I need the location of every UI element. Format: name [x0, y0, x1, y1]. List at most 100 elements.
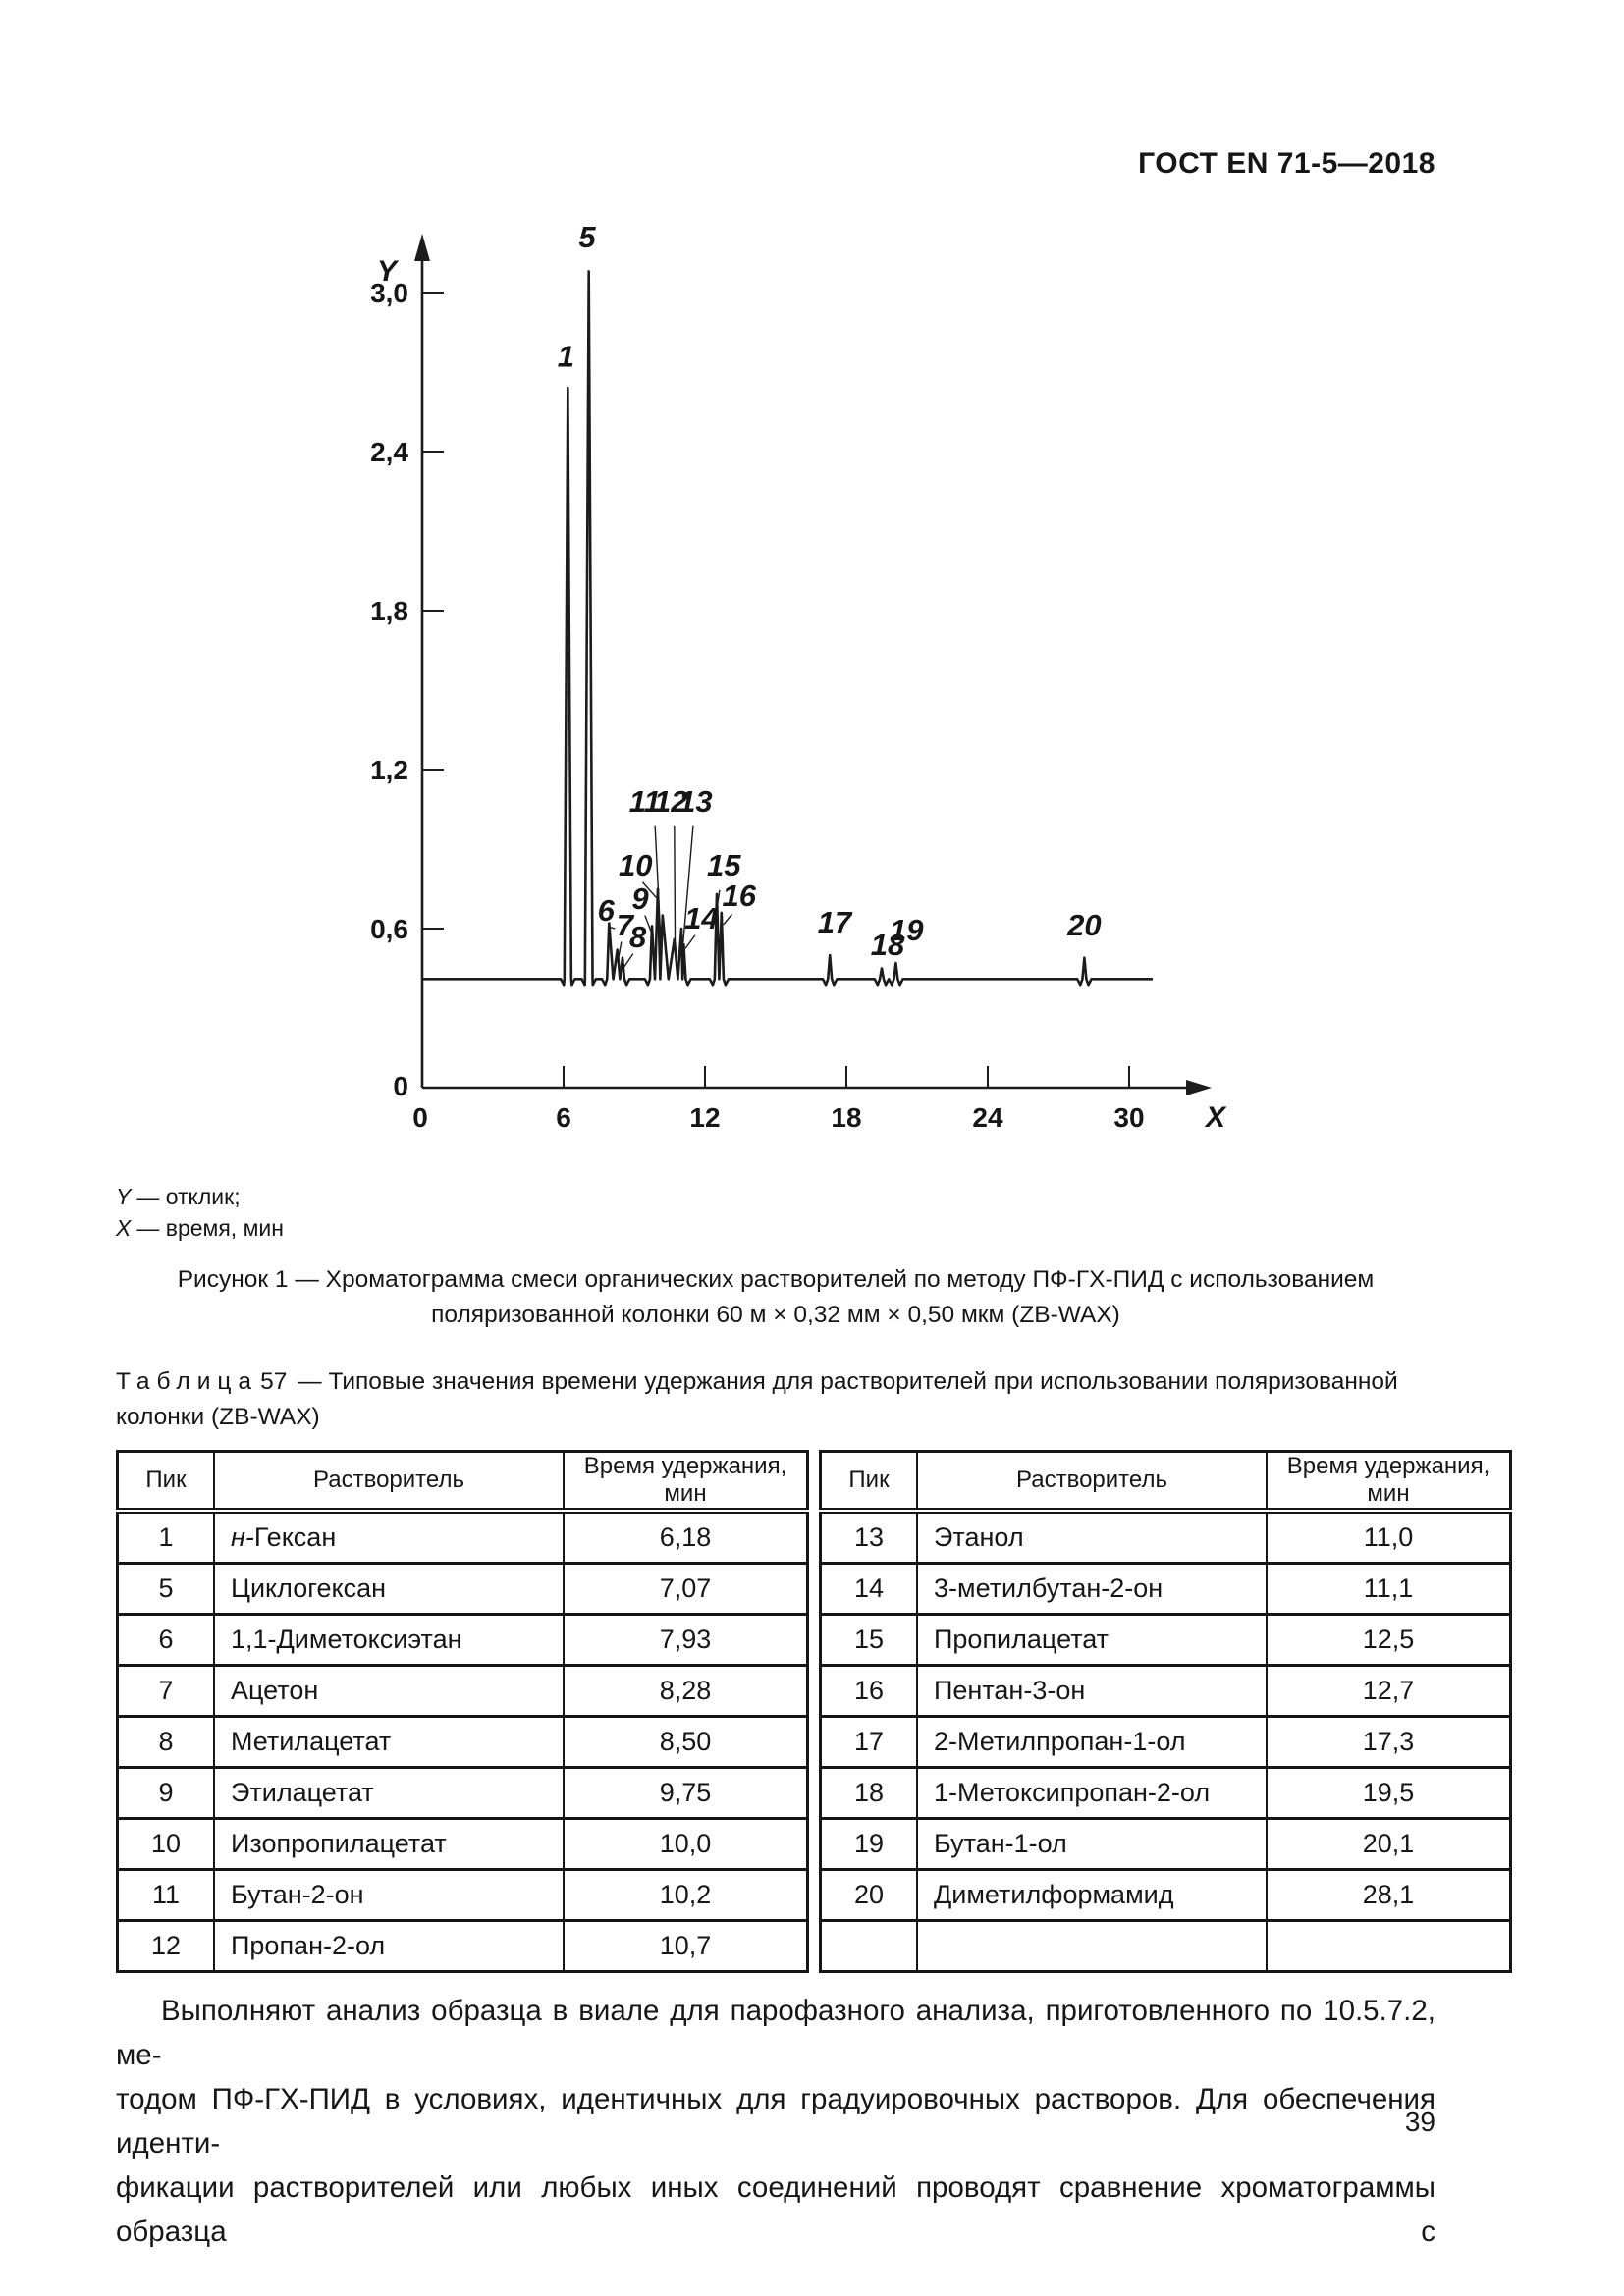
- table-cell: 20,1: [1266, 1817, 1512, 1871]
- peak-label: 14: [684, 901, 718, 935]
- table-title: Таблица57 — Типовые значения времени уде…: [116, 1364, 1435, 1435]
- chromatogram-figure: Y X 0 0,6 1,2 1,8 2,4 3,0 0 6 12 18 24 30 1 5 6 7 8 9 10 11 12…: [355, 137, 1239, 1163]
- table-cell: Пропан-2-ол: [213, 1919, 565, 1973]
- peak-label: 6: [598, 893, 616, 928]
- table-cell: [819, 1919, 918, 1973]
- table-row: 15 Пропилацетат 12,5: [819, 1613, 1512, 1667]
- table-cell: 16: [819, 1664, 918, 1718]
- peak-leader-line: [723, 913, 733, 926]
- peak-label: 9: [631, 881, 649, 916]
- paragraph-line: Выполняют анализ образца в виале для пар…: [116, 1995, 1435, 2071]
- legend-line-x: X — время, мин: [116, 1212, 284, 1244]
- table-cell: Ацетон: [213, 1664, 565, 1718]
- table-cell: 1-Метоксипропан-2-ол: [916, 1766, 1268, 1820]
- doc-header: ГОСТ EN 71-5—2018: [1138, 147, 1435, 180]
- table-cell: Бутан-1-ол: [916, 1817, 1268, 1871]
- table-row: 12 Пропан-2-ол 10,7: [116, 1919, 809, 1973]
- peak-leader-line: [681, 825, 694, 950]
- table-cell: 10: [116, 1817, 215, 1871]
- table-cell: 28,1: [1266, 1868, 1512, 1922]
- table-cell: 9,75: [563, 1766, 809, 1820]
- legend-line-y: Y — отклик;: [116, 1181, 284, 1212]
- y-tick-label: 2,4: [370, 437, 408, 467]
- table-row: 10 Изопропилацетат 10,0: [116, 1817, 809, 1871]
- table-row: 1 н-Гексан 6,18: [116, 1509, 809, 1565]
- table-cell: Пропилацетат: [916, 1613, 1268, 1667]
- retention-tables: Пик Растворитель Время удержания, мин 1 н-Ге…: [116, 1450, 1512, 1973]
- table-row: 8 Метилацетат 8,50: [116, 1715, 809, 1769]
- table-cell: 19: [819, 1817, 918, 1871]
- table-row: 5 Циклогексан 7,07: [116, 1562, 809, 1616]
- table-row: 6 1,1-Диметоксиэтан 7,93: [116, 1613, 809, 1667]
- paragraph-line: тодом ПФ-ГХ-ПИД в условиях, идентичных д…: [116, 2083, 1435, 2160]
- peak-leader-line: [654, 825, 662, 939]
- column-header: Время удержания, мин: [563, 1450, 809, 1514]
- x-tick-label: 30: [1113, 1102, 1144, 1133]
- table-cell: 11,0: [1266, 1509, 1512, 1565]
- x-axis-letter: X: [1204, 1101, 1227, 1134]
- x-var: X: [116, 1215, 132, 1241]
- table-cell: 17,3: [1266, 1715, 1512, 1769]
- table-title-number: 57: [260, 1368, 288, 1395]
- x-tick-label: 6: [556, 1102, 571, 1133]
- table-cell: 18: [819, 1766, 918, 1820]
- x-tick-label: 18: [831, 1102, 861, 1133]
- peak-label: 7: [617, 908, 635, 942]
- table-cell: 13: [819, 1509, 918, 1565]
- column-header: Пик: [819, 1450, 918, 1514]
- table-cell: 7,07: [563, 1562, 809, 1616]
- x-axis-arrow: [1186, 1080, 1212, 1095]
- x-tick-label: 12: [689, 1102, 720, 1133]
- table-cell: 2-Метилпропан-1-ол: [916, 1715, 1268, 1769]
- column-header: Пик: [116, 1450, 215, 1514]
- peak-leader-line: [610, 926, 616, 930]
- peak-label: 8: [629, 920, 647, 954]
- table-cell: Этанол: [916, 1509, 1268, 1565]
- table-row: 7 Ацетон 8,28: [116, 1664, 809, 1718]
- y-var-desc: — отклик;: [136, 1184, 241, 1209]
- table-cell: Изопропилацетат: [213, 1817, 565, 1871]
- peak-leader-line: [641, 881, 658, 899]
- paragraph-line: фикации растворителей или любых иных сое…: [116, 2171, 1435, 2248]
- y-axis-letter: Y: [377, 255, 400, 288]
- table-cell: 1: [116, 1509, 215, 1565]
- table-cell: Этилацетат: [213, 1766, 565, 1820]
- peak-leader-line: [618, 941, 623, 958]
- peak-label: 11: [629, 784, 661, 819]
- table-cell: 1,1-Диметоксиэтан: [213, 1613, 565, 1667]
- table-cell: 12: [116, 1919, 215, 1973]
- peak-label: 1: [558, 340, 574, 374]
- table-row: 14 3-метилбутан-2-он 11,1: [819, 1562, 1512, 1616]
- table-cell: 8: [116, 1715, 215, 1769]
- x-var-desc: — время, мин: [136, 1215, 284, 1241]
- table-cell: Бутан-2-он: [213, 1868, 565, 1922]
- table-row: 13 Этанол 11,0: [819, 1509, 1512, 1565]
- peak-leader-line: [684, 934, 696, 949]
- y-axis-arrow: [414, 234, 430, 261]
- peak-leader-line: [623, 953, 634, 968]
- table-row: 17 2-Метилпропан-1-ол 17,3: [819, 1715, 1512, 1769]
- table-cell: Пентан-3-он: [916, 1664, 1268, 1718]
- table-cell: 17: [819, 1715, 918, 1769]
- x-tick-label: 24: [972, 1102, 1003, 1133]
- table-row: 9 Этилацетат 9,75: [116, 1766, 809, 1820]
- table-cell: 10,2: [563, 1868, 809, 1922]
- table-row: 18 1-Метоксипропан-2-ол 19,5: [819, 1766, 1512, 1820]
- peak-leader-line: [716, 889, 721, 907]
- table-row: 19 Бутан-1-ол 20,1: [819, 1817, 1512, 1871]
- peak-label: 18: [871, 928, 905, 962]
- y-tick-label: 1,8: [370, 596, 408, 626]
- table-title-word: Таблица: [116, 1368, 259, 1395]
- peak-label: 10: [619, 848, 652, 882]
- figure-caption: Рисунок 1 — Хроматограмма смеси органиче…: [116, 1262, 1435, 1333]
- y-zero-label: 0: [393, 1071, 408, 1101]
- table-cell: 6,18: [563, 1509, 809, 1565]
- table-cell: 7,93: [563, 1613, 809, 1667]
- table-cell: 12,7: [1266, 1664, 1512, 1718]
- table-row: 16 Пентан-3-он 12,7: [819, 1664, 1512, 1718]
- y-var: Y: [116, 1184, 132, 1209]
- peak-label: 15: [707, 848, 741, 882]
- retention-table-right: Пик Растворитель Время удержания, мин 13 Эта…: [819, 1450, 1512, 1973]
- table-cell: [916, 1919, 1268, 1973]
